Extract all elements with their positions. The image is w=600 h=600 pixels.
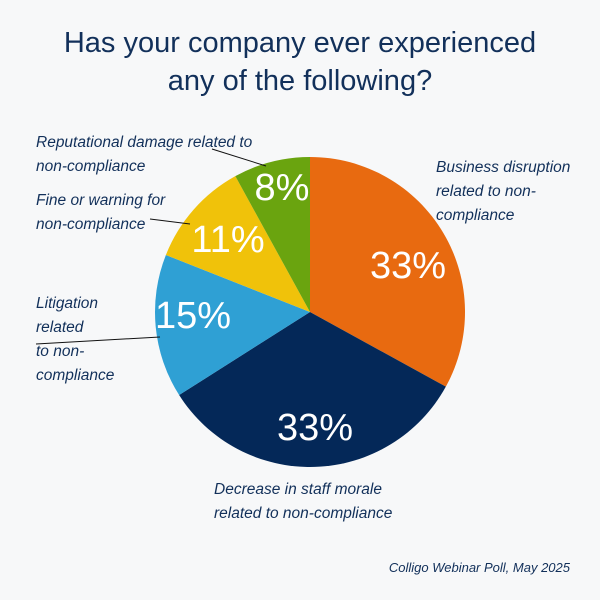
- slice-category-label-2-line-0: Litigation: [36, 295, 98, 312]
- slice-category-label-2-line-2: to non-: [36, 343, 84, 360]
- leader-lines: [35, 148, 267, 345]
- slice-category-label-3-line-0: Fine or warning for: [36, 192, 166, 209]
- slice-value-labels: 33% 33% 15% 11% 8%: [155, 167, 446, 449]
- pie-slices: [155, 157, 465, 467]
- slice-category-label-1-line-0: Decrease in staff morale: [214, 481, 382, 498]
- slice-category-label-0-line-0: Business disruption: [436, 159, 570, 176]
- pie-slice-0: [310, 157, 465, 387]
- slice-value-label-3: 11%: [191, 219, 264, 261]
- source-note: Colligo Webinar Poll, May 2025: [389, 560, 571, 575]
- slice-category-label-4-line-1: non-compliance: [36, 158, 146, 175]
- slice-category-label-0-line-2: compliance: [436, 207, 515, 224]
- slice-category-labels: Business disruption related to non-compli…: [36, 134, 570, 522]
- slice-value-label-4: 8%: [255, 167, 310, 209]
- slice-category-label-4: Reputational damage related to non-compli…: [36, 134, 253, 175]
- slice-category-label-4-line-0: Reputational damage related to: [36, 134, 253, 151]
- leader-line-2: [35, 336, 161, 345]
- slice-category-label-3-line-1: non-compliance: [36, 216, 146, 233]
- slice-category-label-3: Fine or warning for non-compliance: [36, 192, 166, 233]
- chart-title-line-1: Has your company ever experienced: [64, 27, 536, 59]
- slice-category-label-0: Business disruption related to non-compli…: [436, 159, 570, 224]
- pie-slice-4: [235, 157, 310, 312]
- pie-slice-2: [155, 254, 310, 396]
- leader-line-3: [149, 218, 191, 225]
- slice-category-label-2: Litigation related to non-compliance: [36, 295, 115, 384]
- slice-value-label-1: 33%: [277, 407, 353, 449]
- slice-category-label-2-line-1: related: [36, 319, 85, 336]
- pie-slice-1: [179, 312, 446, 467]
- slice-value-label-2: 15%: [155, 295, 231, 337]
- pie-slice-3: [165, 176, 310, 312]
- leader-line-4: [211, 148, 267, 167]
- slice-value-label-0: 33%: [370, 245, 446, 287]
- chart-title-line-2: any of the following?: [168, 65, 432, 97]
- slice-category-label-0-line-1: related to non-: [436, 183, 536, 200]
- slice-category-label-1-line-1: related to non-compliance: [214, 505, 393, 522]
- slice-category-label-2-line-3: compliance: [36, 367, 115, 384]
- slice-category-label-1: Decrease in staff morale related to non-c…: [214, 481, 393, 522]
